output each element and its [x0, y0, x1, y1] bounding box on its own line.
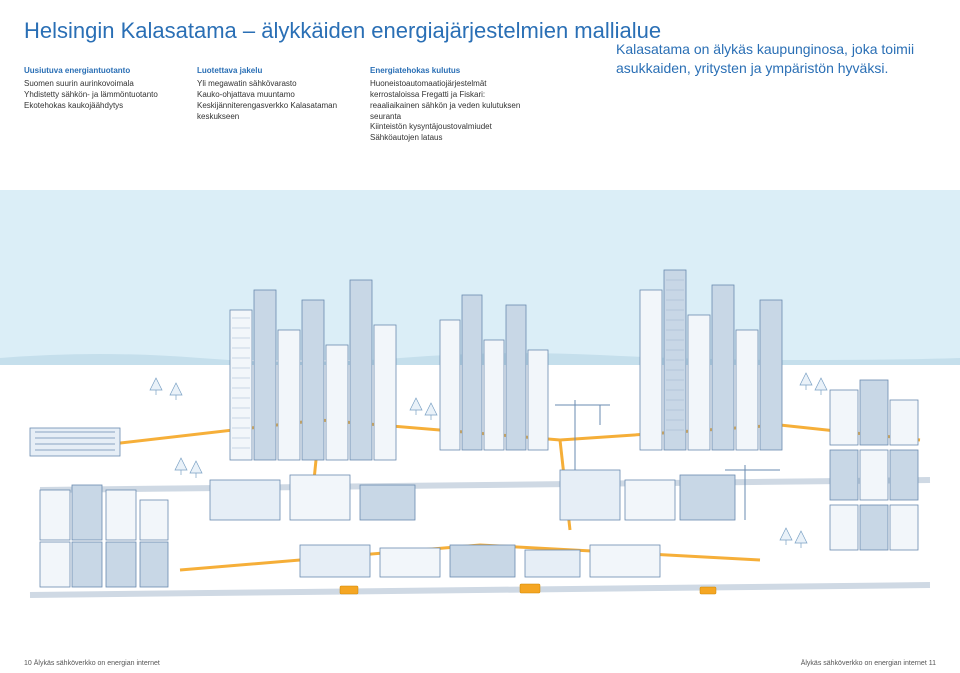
- subtitle: Kalasatama on älykäs kaupunginosa, joka …: [616, 40, 936, 78]
- col2-heading: Luotettava jakelu: [197, 66, 352, 77]
- city-illustration: [0, 190, 960, 620]
- subtitle-box: Kalasatama on älykäs kaupunginosa, joka …: [616, 40, 936, 78]
- col1-heading: Uusiutuva energiantuotanto: [24, 66, 179, 77]
- column-2: Luotettava jakelu Yli megawatin sähkövar…: [197, 66, 352, 144]
- footer-left: 10 Älykäs sähköverkko on energian intern…: [24, 660, 160, 667]
- footer-right: Älykäs sähköverkko on energian internet …: [801, 660, 936, 667]
- footer: 10 Älykäs sähköverkko on energian intern…: [0, 660, 960, 667]
- col3-heading: Energiatehokas kulutus: [370, 66, 525, 77]
- col2-body: Yli megawatin sähkövarastoKauko-ohjattav…: [197, 79, 352, 122]
- column-1: Uusiutuva energiantuotanto Suomen suurin…: [24, 66, 179, 144]
- col3-body: Huoneistoautomaatiojärjestelmät kerrosta…: [370, 79, 525, 144]
- col1-body: Suomen suurin aurinkovoimalaYhdistetty s…: [24, 79, 179, 111]
- column-3: Energiatehokas kulutus Huoneistoautomaat…: [370, 66, 525, 144]
